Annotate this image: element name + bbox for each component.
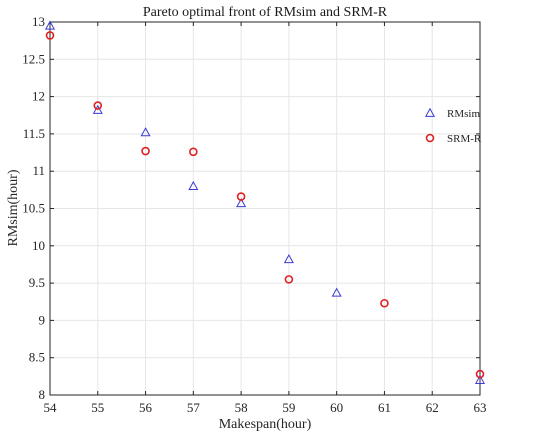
legend-label: SRM-R <box>447 133 482 145</box>
series-srm-r <box>45 31 485 379</box>
x-tick-label: 56 <box>139 400 153 415</box>
data-point <box>93 101 103 110</box>
legend-marker <box>424 107 436 117</box>
y-tick-label: 13 <box>32 14 45 29</box>
legend: RMsim SRM-R <box>424 107 482 145</box>
legend-marker <box>425 133 435 143</box>
data-point <box>474 374 486 384</box>
y-tick-label: 11 <box>32 163 45 178</box>
data-point <box>380 298 389 308</box>
y-tick-label: 9.5 <box>29 275 45 290</box>
data-point <box>283 253 294 264</box>
data-point <box>188 180 199 190</box>
x-tick-label: 63 <box>474 400 487 415</box>
series-rmsim <box>44 20 486 384</box>
legend-label: RMsim <box>447 108 480 120</box>
data-point <box>189 147 198 157</box>
data-point <box>44 20 56 30</box>
ticks-layer: 54 55 56 57 58 59 60 61 62 63 8 8.5 9 9.5 10 10.5 11 11.5… <box>22 14 486 415</box>
y-axis-label: RMsim(hour) <box>6 169 21 246</box>
data-point <box>141 146 150 156</box>
x-tick-label: 60 <box>330 400 343 415</box>
y-tick-label: 12.5 <box>22 51 45 66</box>
grid-layer <box>49 21 481 396</box>
data-point <box>236 198 247 208</box>
x-tick-label: 55 <box>91 400 104 415</box>
x-tick-label: 59 <box>282 400 295 415</box>
y-tick-label: 8 <box>39 387 46 402</box>
x-tick-label: 54 <box>44 400 58 415</box>
y-tick-label: 12 <box>32 89 45 104</box>
x-axis-label: Makespan(hour) <box>219 417 312 432</box>
data-point <box>284 275 294 284</box>
x-tick-label: 62 <box>426 400 439 415</box>
data-point <box>475 369 485 379</box>
x-tick-label: 58 <box>235 400 248 415</box>
chart-title: Pareto optimal front of RMsim and SRM-R <box>143 5 388 20</box>
data-point <box>92 104 103 114</box>
x-tick-label: 57 <box>187 400 201 415</box>
y-tick-label: 8.5 <box>29 350 45 365</box>
y-tick-label: 9 <box>39 312 46 327</box>
series-layer <box>44 20 486 384</box>
y-tick-label: 10 <box>32 238 45 253</box>
y-tick-label: 10.5 <box>22 201 45 216</box>
y-tick-label: 11.5 <box>23 126 45 141</box>
data-point <box>140 127 151 137</box>
data-point <box>45 31 55 40</box>
data-point <box>236 192 246 201</box>
x-tick-label: 61 <box>378 400 391 415</box>
data-point <box>331 287 342 297</box>
